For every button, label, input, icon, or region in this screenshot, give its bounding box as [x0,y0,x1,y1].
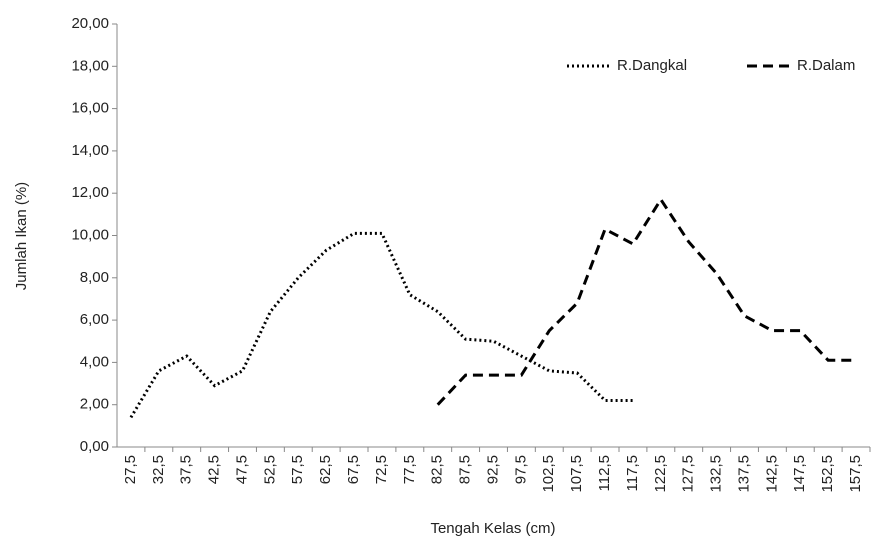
y-tick-label: 12,00 [71,184,109,201]
x-tick-label: 37,5 [178,455,195,484]
x-tick-label: 102,5 [540,455,557,493]
x-tick-label: 137,5 [735,455,752,493]
x-tick-label: 27,5 [122,455,139,484]
legend-label: R.Dalam [797,57,855,74]
x-tick-label: 72,5 [373,455,390,484]
x-tick-label: 132,5 [708,455,725,493]
legend-label: R.Dangkal [617,57,687,74]
x-tick-label: 42,5 [206,455,223,484]
x-tick-label: 32,5 [150,455,167,484]
y-tick-label: 8,00 [80,269,109,286]
x-tick-label: 87,5 [457,455,474,484]
y-tick-label: 0,00 [80,438,109,455]
x-tick-label: 97,5 [512,455,529,484]
x-tick-label: 147,5 [791,455,808,493]
y-tick-label: 14,00 [71,142,109,159]
y-tick-label: 20,00 [71,15,109,32]
x-tick-label: 52,5 [261,455,278,484]
y-tick-label: 4,00 [80,353,109,370]
x-tick-label: 112,5 [596,455,613,491]
y-tick-label: 2,00 [80,396,109,413]
y-tick-label: 6,00 [80,311,109,328]
x-tick-label: 47,5 [233,455,250,484]
x-tick-label: 82,5 [429,455,446,484]
x-tick-label: 152,5 [819,455,836,493]
x-tick-label: 67,5 [345,455,362,484]
x-tick-label: 157,5 [847,455,864,493]
y-tick-label: 18,00 [71,57,109,74]
x-axis-title: Tengah Kelas (cm) [430,520,555,537]
x-tick-label: 117,5 [624,455,641,491]
series-line [129,231,633,419]
y-tick-label: 10,00 [71,226,109,243]
series-line [436,196,857,406]
x-tick-label: 57,5 [289,455,306,484]
x-tick-label: 92,5 [484,455,501,484]
x-tick-label: 127,5 [680,455,697,493]
x-tick-label: 122,5 [652,455,669,493]
x-tick-label: 77,5 [401,455,418,484]
x-tick-label: 142,5 [763,455,780,493]
y-axis-title: Jumlah Ikan (%) [13,182,30,290]
x-tick-label: 62,5 [317,455,334,484]
x-tick-label: 107,5 [568,455,585,493]
y-tick-label: 16,00 [71,100,109,117]
